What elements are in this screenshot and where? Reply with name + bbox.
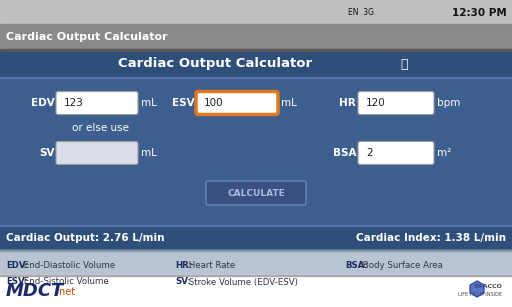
Bar (0, 224, 512, 226)
FancyBboxPatch shape (56, 91, 138, 115)
FancyBboxPatch shape (56, 142, 138, 165)
Text: 100: 100 (204, 98, 224, 108)
FancyBboxPatch shape (206, 181, 306, 205)
Bar (0, 24, 512, 25)
FancyBboxPatch shape (196, 91, 278, 115)
Text: mL: mL (281, 98, 297, 108)
Text: ESV: ESV (173, 98, 195, 108)
Text: m²: m² (437, 148, 451, 158)
Text: .net: .net (56, 287, 75, 297)
Text: End-Diastolic Volume: End-Diastolic Volume (21, 262, 115, 270)
Text: LIFE FROM INSIDE: LIFE FROM INSIDE (458, 292, 502, 297)
Bar (0, 275, 512, 276)
Bar (0, 226, 512, 250)
Bar (0, 250, 512, 251)
Text: 2: 2 (366, 148, 373, 158)
Text: CALCULATE: CALCULATE (227, 188, 285, 197)
FancyBboxPatch shape (358, 91, 434, 115)
Text: mL: mL (141, 98, 157, 108)
Text: SV: SV (39, 148, 55, 158)
Bar (0, 275, 512, 307)
Bar (0, 250, 512, 300)
Text: MDCT: MDCT (6, 282, 65, 300)
Polygon shape (470, 281, 484, 297)
Text: 12:30 PM: 12:30 PM (452, 7, 507, 17)
Bar (0, 77, 512, 78)
Text: EDV:: EDV: (6, 262, 29, 270)
Text: Body Surface Area: Body Surface Area (360, 262, 443, 270)
Text: EN  3G: EN 3G (348, 8, 374, 17)
Text: EDV: EDV (31, 98, 55, 108)
Text: or else use: or else use (72, 123, 129, 133)
Bar (0, 0, 512, 25)
Text: Cardiac Output: 2.76 L/min: Cardiac Output: 2.76 L/min (6, 233, 164, 243)
Text: Cardiac Index: 1.38 L/min: Cardiac Index: 1.38 L/min (356, 233, 506, 243)
Text: BSA:: BSA: (345, 262, 368, 270)
Text: Cardiac Output Calculator: Cardiac Output Calculator (118, 57, 312, 71)
Text: ⓘ: ⓘ (401, 57, 408, 71)
Text: bpm: bpm (437, 98, 460, 108)
Text: 120: 120 (366, 98, 386, 108)
Text: Heart Rate: Heart Rate (186, 262, 236, 270)
Text: SV:: SV: (175, 278, 191, 286)
Bar (0, 49, 512, 51)
Text: BRACCO: BRACCO (473, 285, 502, 290)
FancyBboxPatch shape (358, 142, 434, 165)
Text: Cardiac Output Calculator: Cardiac Output Calculator (6, 33, 167, 42)
Text: BSA: BSA (332, 148, 356, 158)
Text: ESV:: ESV: (6, 278, 28, 286)
Text: HR:: HR: (175, 262, 192, 270)
Bar (0, 78, 512, 226)
Bar (0, 50, 512, 78)
Text: HR: HR (339, 98, 356, 108)
Bar (0, 25, 512, 50)
Text: mL: mL (141, 148, 157, 158)
Text: 123: 123 (64, 98, 84, 108)
Text: Stroke Volume (EDV-ESV): Stroke Volume (EDV-ESV) (186, 278, 298, 286)
Text: End-Sistolic Volume: End-Sistolic Volume (21, 278, 109, 286)
